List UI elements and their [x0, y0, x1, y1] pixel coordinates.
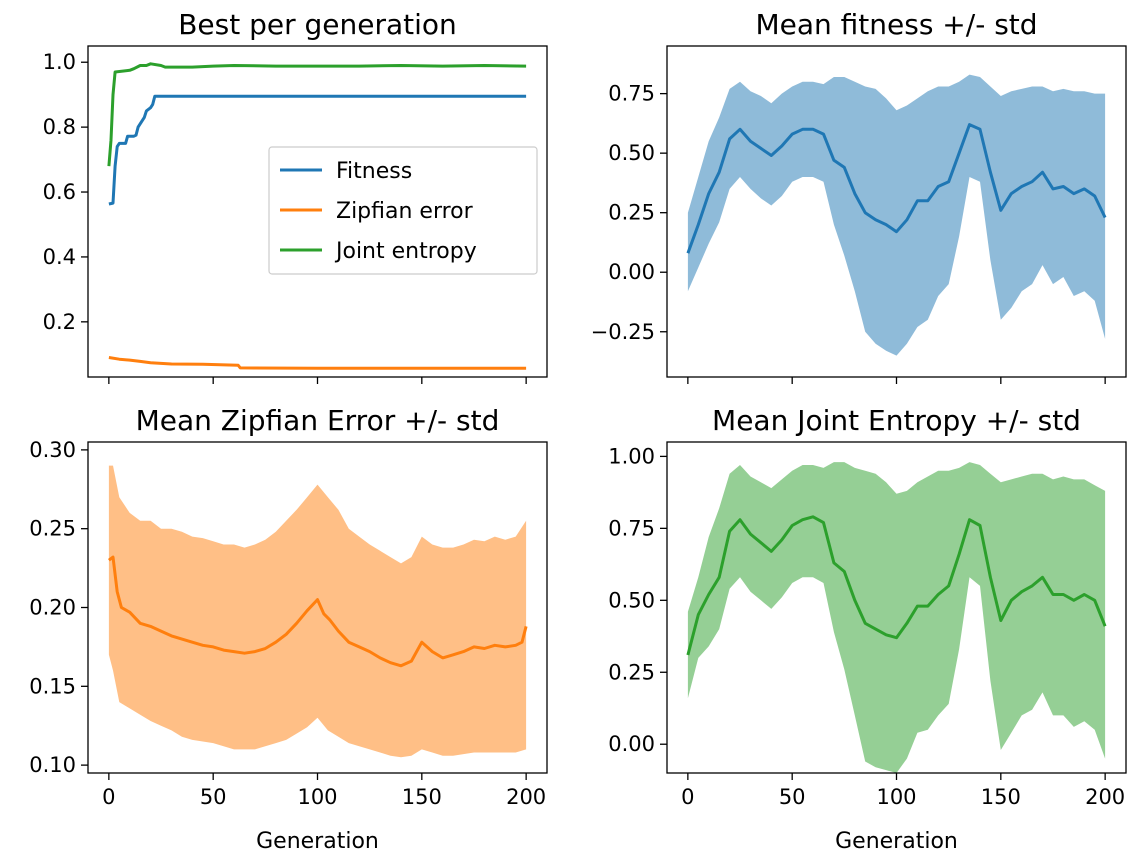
chart-title: Mean fitness +/- std: [755, 8, 1037, 41]
x-tick-label: 200: [506, 785, 546, 809]
std-band: [687, 74, 1106, 356]
plot-area: [686, 462, 1107, 773]
y-tick-label: 0.30: [29, 438, 76, 462]
legend-entry-zipfian-error: Zipfian error: [280, 199, 474, 224]
x-axis-label: Generation: [835, 829, 958, 854]
legend-label: Zipfian error: [336, 199, 474, 224]
y-tick-label: 0.50: [608, 141, 655, 165]
subplot-best-per-generation: 0.2 0.4 0.6 0.8 1.0 Best per generation Fitn…: [43, 8, 548, 384]
chart-title: Mean Zipfian Error +/- std: [136, 404, 500, 437]
x-axis-ticks: [687, 377, 1106, 384]
chart-title: Best per generation: [178, 8, 457, 41]
y-tick-label: 0.25: [29, 517, 76, 541]
y-axis-ticks: 0.2 0.4 0.6 0.8 1.0: [43, 50, 88, 334]
x-axis-ticks: 0 50 100 150 200: [102, 773, 546, 809]
subplot-mean-fitness: −0.25 0.00 0.25 0.50 0.75 Mean fitness +/- s…: [591, 8, 1127, 384]
series-line-zipfian-error: [108, 356, 527, 370]
x-tick-label: 0: [102, 785, 115, 809]
chart-title: Mean Joint Entropy +/- std: [712, 404, 1081, 437]
y-axis-ticks: 0.00 0.25 0.50 0.75 1.00: [608, 444, 667, 756]
x-axis-ticks: [108, 377, 527, 384]
y-tick-label: 0.00: [608, 732, 655, 756]
y-tick-label: 1.0: [43, 50, 76, 74]
mean-line: [686, 123, 1107, 254]
legend-entry-joint-entropy: Joint entropy: [280, 239, 477, 264]
y-tick-label: 0.4: [43, 245, 76, 269]
y-tick-label: 0.25: [608, 201, 655, 225]
legend-label: Fitness: [336, 159, 412, 184]
y-axis-ticks: 0.10 0.15 0.20 0.25 0.30: [29, 438, 88, 777]
y-tick-label: 0.75: [608, 82, 655, 106]
y-axis-ticks: −0.25 0.00 0.25 0.50 0.75: [591, 82, 667, 344]
x-tick-label: 50: [200, 785, 227, 809]
y-tick-label: 1.00: [608, 444, 655, 468]
plot-area: [107, 465, 528, 758]
mean-line: [686, 515, 1107, 656]
x-tick-label: 50: [779, 785, 806, 809]
y-tick-label: 0.50: [608, 588, 655, 612]
series-line-joint-entropy: [107, 62, 527, 167]
x-tick-label: 150: [981, 785, 1021, 809]
legend-label: Joint entropy: [334, 239, 477, 264]
std-band: [108, 465, 527, 758]
y-tick-label: 0.00: [608, 260, 655, 284]
std-band: [687, 462, 1106, 773]
y-tick-label: 0.2: [43, 310, 76, 334]
x-tick-label: 0: [681, 785, 694, 809]
x-tick-label: 100: [297, 785, 337, 809]
y-tick-label: 0.75: [608, 516, 655, 540]
y-tick-label: 0.25: [608, 660, 655, 684]
plot-area: [686, 74, 1107, 356]
y-tick-label: 0.15: [29, 674, 76, 698]
x-tick-label: 100: [876, 785, 916, 809]
subplot-mean-zipfian-error: 0 50 100 150 200 0.10 0.15 0.20 0.25 0.30 Mean Z…: [29, 404, 548, 854]
series-line-fitness: [108, 94, 527, 206]
y-tick-label: 0.8: [43, 115, 76, 139]
x-axis-label: Generation: [256, 829, 379, 854]
y-tick-label: 0.6: [43, 180, 76, 204]
subplot-mean-joint-entropy: 0 50 100 150 200 0.00 0.25 0.50 0.75 1.00 Mean J…: [608, 404, 1127, 854]
x-tick-label: 150: [402, 785, 442, 809]
mean-line: [107, 555, 528, 668]
plot-area: [107, 62, 527, 370]
x-tick-label: 200: [1085, 785, 1125, 809]
y-tick-label: 0.20: [29, 596, 76, 620]
legend-frame: [268, 146, 538, 275]
legend-entry-fitness: Fitness: [280, 159, 412, 184]
y-tick-label: −0.25: [591, 320, 655, 344]
x-axis-ticks: 0 50 100 150 200: [681, 773, 1125, 809]
y-tick-label: 0.10: [29, 753, 76, 777]
legend: Fitness Zipfian error Joint entropy: [268, 146, 538, 275]
